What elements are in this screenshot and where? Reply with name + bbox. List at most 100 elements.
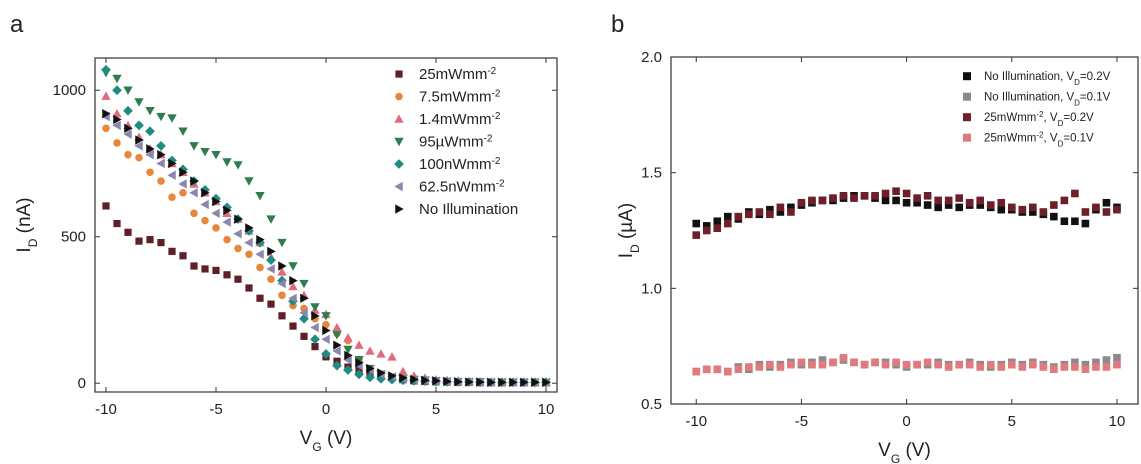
data-point — [1102, 208, 1111, 216]
y-tick-label: 0 — [78, 375, 86, 392]
data-point — [1039, 208, 1048, 216]
data-point — [388, 371, 397, 381]
x-tick-label: 5 — [432, 401, 440, 418]
data-point — [267, 300, 275, 308]
data-point — [256, 263, 264, 272]
data-point — [1102, 356, 1111, 364]
data-point — [808, 360, 816, 369]
data-point — [1081, 219, 1090, 228]
data-point — [112, 120, 121, 131]
legend-marker — [395, 70, 403, 78]
data-point — [289, 275, 298, 286]
data-point — [322, 320, 330, 329]
data-point — [520, 377, 529, 388]
data-point — [266, 255, 276, 266]
data-point — [333, 340, 342, 350]
data-point — [211, 150, 221, 160]
data-point — [167, 114, 177, 123]
data-point — [476, 377, 485, 387]
data-point — [797, 198, 806, 207]
data-point — [421, 375, 430, 385]
data-point — [1018, 205, 1027, 214]
data-point — [713, 217, 722, 226]
x-tick-label: 0 — [902, 413, 910, 430]
data-point — [1060, 217, 1069, 226]
data-point — [212, 266, 220, 275]
data-point — [366, 363, 375, 374]
data-point — [1113, 205, 1121, 214]
data-point — [1102, 363, 1111, 371]
data-point — [223, 271, 231, 279]
legend-label: No Illumination — [419, 201, 518, 218]
data-point — [178, 179, 187, 189]
legend-label: 25mWmm-2, VD=0.2V — [984, 110, 1094, 128]
data-point — [190, 176, 199, 186]
data-point — [692, 231, 701, 239]
data-point — [498, 377, 507, 388]
data-point — [288, 262, 298, 271]
data-point — [145, 106, 155, 116]
data-point — [200, 199, 209, 210]
data-point — [976, 196, 985, 205]
data-point — [354, 340, 364, 349]
data-point — [332, 346, 341, 356]
data-point — [288, 293, 297, 303]
data-point — [311, 311, 320, 321]
data-point — [1081, 365, 1090, 374]
legend-label: 95µWmm-2 — [419, 133, 493, 151]
legend: No Illumination, VD=0.2V No Illumination,… — [963, 71, 1111, 148]
plot-frame — [670, 56, 1139, 405]
data-point — [902, 198, 911, 207]
data-point — [923, 201, 932, 209]
data-point — [1071, 217, 1079, 226]
data-point — [300, 332, 308, 340]
data-point — [766, 210, 774, 219]
data-point — [377, 368, 386, 378]
data-point — [311, 342, 319, 351]
data-point — [123, 86, 133, 95]
data-point — [542, 377, 551, 388]
data-point — [156, 158, 165, 169]
data-point — [465, 377, 474, 387]
data-point — [797, 358, 806, 367]
data-point — [124, 228, 132, 236]
data-point — [299, 279, 309, 289]
legend-marker — [395, 204, 404, 214]
data-point — [365, 372, 375, 383]
data-point — [829, 358, 837, 367]
data-point — [145, 126, 155, 137]
data-point — [860, 360, 869, 369]
data-point — [1071, 358, 1079, 367]
data-point — [256, 294, 264, 302]
data-point — [322, 325, 331, 336]
x-tick-label: 10 — [538, 401, 555, 418]
data-point — [1018, 363, 1027, 371]
data-point — [332, 331, 342, 340]
data-point — [398, 366, 408, 376]
data-point — [766, 360, 774, 369]
data-point — [713, 224, 722, 232]
data-point — [266, 215, 276, 224]
y-tick-label: 1.5 — [641, 165, 662, 182]
data-point — [123, 105, 133, 116]
data-point — [101, 64, 111, 75]
data-point — [1029, 208, 1037, 216]
data-point — [332, 360, 342, 371]
data-point — [343, 333, 353, 342]
data-point — [266, 264, 275, 274]
y-tick-label: 1000 — [53, 82, 86, 99]
data-point — [399, 373, 408, 383]
data-point — [365, 346, 375, 355]
data-point — [234, 214, 243, 224]
data-point — [355, 358, 364, 368]
data-point — [734, 212, 743, 221]
data-point — [201, 265, 209, 273]
data-point — [692, 219, 701, 228]
data-point — [1060, 363, 1069, 371]
data-point — [310, 322, 319, 333]
data-point — [818, 196, 827, 205]
data-point — [376, 373, 386, 384]
data-point — [278, 312, 286, 320]
y-axis-title: ID (nA) — [14, 197, 40, 252]
data-point — [1113, 353, 1121, 362]
